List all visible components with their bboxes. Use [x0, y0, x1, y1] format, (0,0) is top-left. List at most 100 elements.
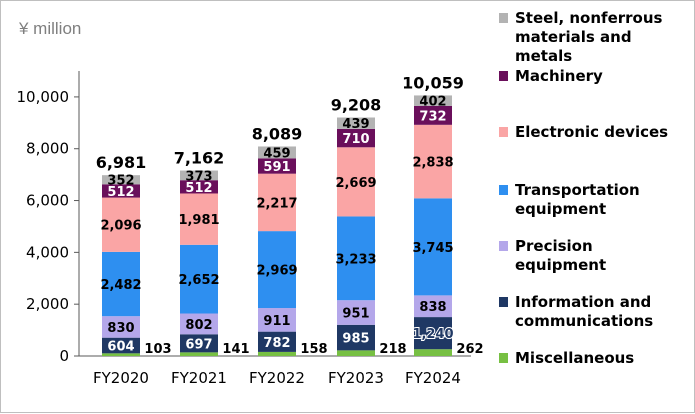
data-label: 459	[263, 146, 290, 161]
unit-label: ¥ million	[18, 19, 81, 38]
data-label: 802	[185, 318, 212, 333]
data-label: 352	[107, 174, 134, 189]
bar-segment	[180, 193, 218, 245]
bar-segment	[414, 349, 452, 356]
data-label: 3,233	[335, 252, 376, 267]
bar-segment	[337, 300, 375, 325]
data-label: 985	[342, 332, 369, 347]
total-label: 10,059	[402, 73, 464, 92]
legend-label: Steel, nonferrous	[515, 9, 663, 27]
data-label: 2,652	[178, 273, 219, 288]
data-label: 2,838	[412, 156, 453, 171]
legend-label: materials and	[515, 28, 632, 46]
bar-segment	[258, 146, 296, 159]
y-tick-label: 8,000	[26, 140, 69, 158]
legend-label: Transportation	[515, 181, 640, 199]
total-label: 7,162	[174, 149, 225, 168]
bar-segment	[258, 308, 296, 332]
bar-segment	[258, 351, 296, 356]
data-label: 838	[419, 300, 446, 315]
data-label: 439	[342, 117, 369, 132]
data-label: 604	[107, 340, 134, 355]
bar-segment	[102, 175, 140, 185]
data-label: 2,969	[256, 264, 297, 279]
data-label: 2,217	[256, 196, 297, 211]
data-label: 103	[144, 342, 171, 357]
legend-label: equipment	[515, 200, 606, 218]
legend-label: Machinery	[515, 67, 603, 85]
data-label: 710	[342, 132, 369, 147]
bar-segment	[102, 197, 140, 252]
bar-segment	[258, 173, 296, 232]
bars	[102, 95, 452, 356]
x-tick-label: FY2023	[328, 369, 384, 387]
x-tick-label: FY2021	[171, 369, 227, 387]
data-label: 782	[263, 336, 290, 351]
data-label: 218	[379, 342, 406, 357]
data-label: 1,240	[412, 327, 453, 342]
legend-label: Precision	[515, 237, 593, 255]
total-label: 8,089	[252, 124, 303, 143]
legend-label: Electronic devices	[515, 123, 668, 141]
bar-segment	[102, 184, 140, 198]
bar-segment	[337, 128, 375, 148]
x-tick-label: FY2024	[405, 369, 461, 387]
data-label: 141	[222, 342, 249, 357]
bar-segment	[414, 295, 452, 318]
y-tick-label: 2,000	[26, 295, 69, 313]
data-label: 2,096	[100, 219, 141, 234]
legend-label: Information and	[515, 293, 651, 311]
data-label: 512	[107, 185, 134, 200]
legend-swatch	[499, 71, 508, 81]
bar-segment	[180, 313, 218, 335]
bar-segment	[414, 105, 452, 125]
legend-swatch	[499, 13, 508, 23]
legend-label: communications	[515, 312, 653, 330]
legend-label: metals	[515, 47, 572, 65]
x-tick-label: FY2020	[93, 369, 149, 387]
data-label: 158	[300, 342, 327, 357]
bar-segment	[414, 95, 452, 106]
legend-swatch	[499, 353, 508, 363]
data-label: 732	[419, 109, 446, 124]
bar-segment	[414, 198, 452, 296]
data-labels: 1036048302,4822,0965123526,9811416978022…	[96, 73, 484, 357]
data-label: 512	[185, 181, 212, 196]
y-tick-label: 6,000	[26, 192, 69, 210]
bar-segment	[337, 324, 375, 351]
bar-segment	[180, 180, 218, 194]
data-label: 3,745	[412, 241, 453, 256]
data-label: 2,669	[335, 176, 376, 191]
bar-segment	[258, 331, 296, 352]
total-label: 9,208	[331, 96, 382, 115]
legend-label: Miscellaneous	[515, 349, 634, 367]
bar-segment	[102, 316, 140, 338]
y-tick-label: 4,000	[26, 243, 69, 261]
data-label: 830	[107, 321, 134, 336]
bar-segment	[102, 251, 140, 317]
y-tick-label: 10,000	[17, 88, 70, 106]
legend-swatch	[499, 241, 508, 251]
legend-swatch	[499, 185, 508, 195]
bar-segment	[180, 334, 218, 353]
data-label: 402	[419, 95, 446, 110]
bar-segment	[180, 170, 218, 181]
bar-segment	[337, 216, 375, 301]
bar-segment	[258, 231, 296, 309]
total-label: 6,981	[96, 153, 147, 172]
data-label: 591	[263, 160, 290, 175]
bar-segment	[102, 337, 140, 354]
bar-segment	[258, 158, 296, 174]
legend-label: equipment	[515, 256, 606, 274]
bar-segment	[180, 244, 218, 314]
bar-segment	[337, 350, 375, 356]
x-tick-label: FY2022	[249, 369, 305, 387]
data-label: 373	[185, 169, 212, 184]
bar-segment	[337, 117, 375, 129]
legend-swatch	[499, 127, 508, 137]
bar-segment	[337, 147, 375, 217]
data-label: 2,482	[100, 278, 141, 293]
